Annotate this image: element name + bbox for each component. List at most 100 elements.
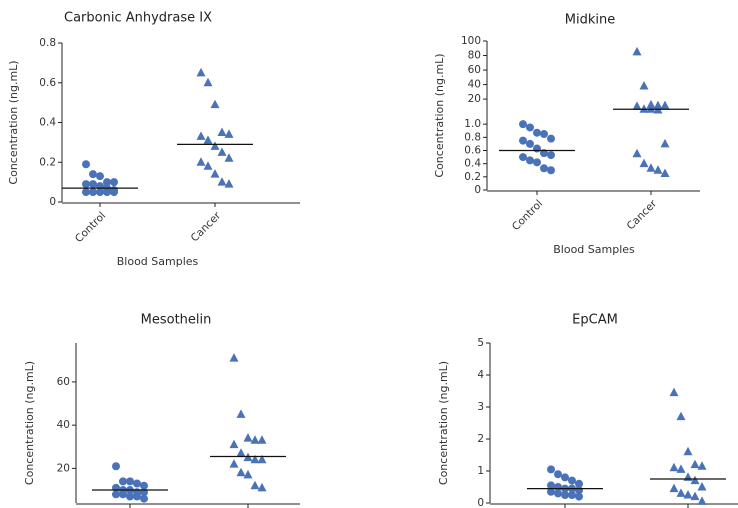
data-point [257,454,267,464]
data-point [96,172,104,181]
data-point [196,157,206,166]
data-point [526,156,534,165]
data-point [526,123,534,132]
data-point [236,448,246,457]
data-point [103,188,111,197]
y-axis-label: Concentration (ng.mL) [7,60,20,184]
data-point [632,148,642,158]
y-tick-label: 1.0 [464,118,481,130]
y-tick-label: 5 [477,337,484,349]
y-axis-label: Concentration (ng.mL) [437,361,450,485]
data-point [639,158,649,168]
data-point [89,180,97,189]
y-tick-label: 0.2 [39,156,56,168]
y-tick-label: 20 [468,93,481,105]
y-tick-label: 0.6 [39,77,56,89]
data-point [653,100,663,110]
x-tick-label: Cancer [189,209,224,244]
y-tick-label: 0.4 [39,117,56,129]
data-point [229,353,239,362]
data-point [96,188,104,197]
data-point [568,476,576,485]
data-point [217,127,227,136]
data-point [519,120,527,129]
data-point [676,411,686,421]
data-point [103,178,111,187]
data-point [224,153,234,162]
data-point [119,490,127,499]
x-tick-label: Control [510,198,545,233]
data-point [690,459,700,469]
data-point [660,100,670,110]
data-point [639,81,649,90]
data-point [89,188,97,197]
data-point [561,491,569,499]
panel: Carbonic Anhydrase IX Concentration (ng.m… [7,11,300,268]
data-point [133,479,141,488]
data-point [697,482,707,491]
data-point [140,494,148,503]
data-point [646,163,656,172]
data-point [229,439,239,449]
data-point [676,464,686,473]
data-point [547,487,555,496]
data-point [229,459,239,468]
data-point [210,169,220,178]
data-point [540,130,548,139]
data-point [217,177,227,186]
data-point [547,151,555,160]
data-point [236,409,246,418]
data-point [210,141,220,150]
data-point [210,99,220,109]
data-point [697,461,707,470]
y-tick-label: 0 [49,196,56,208]
data-point [533,144,541,153]
data-point [112,462,120,471]
y-tick-label: 40 [57,419,70,431]
data-point [126,492,134,501]
data-point [110,188,118,197]
data-point [224,129,234,138]
data-point [203,77,213,87]
y-tick-label: 80 [468,50,481,62]
panel: EpCAM Concentration (ng.mL) 0 1 2 3 4 5 [437,313,738,508]
y-tick-label: 0.6 [464,145,481,157]
data-point [112,490,120,499]
data-point [203,161,213,170]
chart-title: Midkine [565,13,615,28]
y-tick-label: 4 [477,369,484,381]
data-point [236,467,246,477]
data-point [632,46,642,56]
data-point [683,490,693,499]
data-point [561,473,569,482]
data-point [669,462,679,472]
y-tick-label: 0 [474,184,481,196]
data-point [250,480,260,490]
data-point [646,104,656,113]
data-point [575,492,583,501]
data-point [126,477,134,486]
data-point [140,481,148,490]
data-point [697,496,707,505]
panel: Mesothelin Concentration (ng.mL) 20 40 60 [23,313,300,508]
y-tick-label: 0.4 [464,158,481,170]
data-point [639,104,649,113]
y-tick-label: 20 [57,462,70,474]
data-point [82,180,90,189]
data-point [554,470,562,479]
data-point [217,147,227,156]
data-point [547,465,555,474]
data-point [660,168,670,178]
y-tick-label: 0.8 [464,131,481,143]
data-point [519,153,527,162]
chart-title: Mesothelin [141,313,212,328]
data-point [196,67,206,77]
data-point [82,188,90,197]
data-point [653,165,663,174]
data-point [547,134,555,143]
data-point [690,491,700,501]
data-point [669,483,679,493]
data-point [203,135,213,144]
data-point [676,488,686,497]
panel: Midkine Concentration (ng.mL) Blood Sample… [433,13,700,256]
